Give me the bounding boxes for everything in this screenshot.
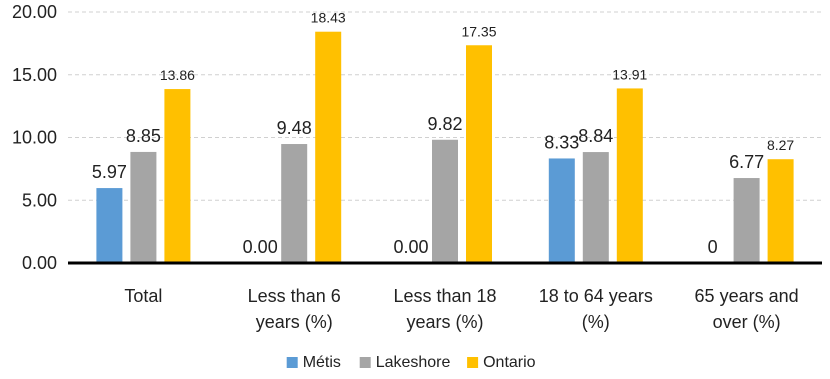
bar-mtis (96, 188, 123, 263)
y-tick-label: 10.00 (12, 128, 57, 148)
data-label: 9.48 (277, 118, 312, 138)
bar-lakeshore (582, 152, 609, 263)
data-label: 13.91 (612, 66, 647, 82)
category-label: Less than 6 (248, 286, 341, 306)
bar-lakeshore (130, 151, 157, 263)
data-label: 17.35 (461, 23, 496, 39)
legend-label: Ontario (483, 354, 536, 371)
y-tick-label: 0.00 (22, 253, 57, 273)
bar-ontario (315, 31, 342, 263)
data-label: 0.00 (243, 237, 278, 257)
legend-swatch (467, 357, 479, 368)
category-label: over (%) (713, 312, 781, 332)
bar-ontario (767, 159, 794, 263)
data-label: 0 (708, 237, 718, 257)
bar-ontario (164, 89, 191, 263)
category-label: years (%) (406, 312, 483, 332)
bar-lakeshore (432, 139, 458, 263)
y-tick-label: 20.00 (12, 2, 57, 22)
data-label: 6.77 (729, 152, 764, 172)
bar-lakeshore (733, 178, 760, 263)
legend-label: Métis (303, 354, 341, 371)
legend-swatch (359, 357, 371, 368)
bar-mtis (548, 158, 575, 263)
bar-ontario (616, 88, 643, 263)
data-label: 9.82 (427, 114, 462, 134)
data-label: 8.84 (578, 126, 613, 146)
category-label: years (%) (256, 312, 333, 332)
category-label: Total (124, 286, 162, 306)
data-label: 5.97 (92, 162, 127, 182)
category-label: (%) (582, 312, 610, 332)
legend-swatch (286, 357, 298, 368)
data-label: 8.27 (767, 137, 794, 153)
bar-lakeshore (281, 144, 308, 263)
bar-ontario (466, 45, 492, 263)
data-label: 8.33 (544, 132, 579, 152)
y-tick-label: 5.00 (22, 190, 57, 210)
data-label: 0.00 (393, 237, 428, 257)
category-label: 65 years and (695, 286, 799, 306)
data-label: 18.43 (311, 10, 346, 26)
category-label: Less than 18 (393, 286, 496, 306)
data-label: 8.85 (126, 126, 161, 146)
category-label: 18 to 64 years (539, 286, 653, 306)
data-label: 13.86 (160, 67, 195, 83)
y-tick-label: 15.00 (12, 65, 57, 85)
legend-label: Lakeshore (376, 354, 451, 371)
